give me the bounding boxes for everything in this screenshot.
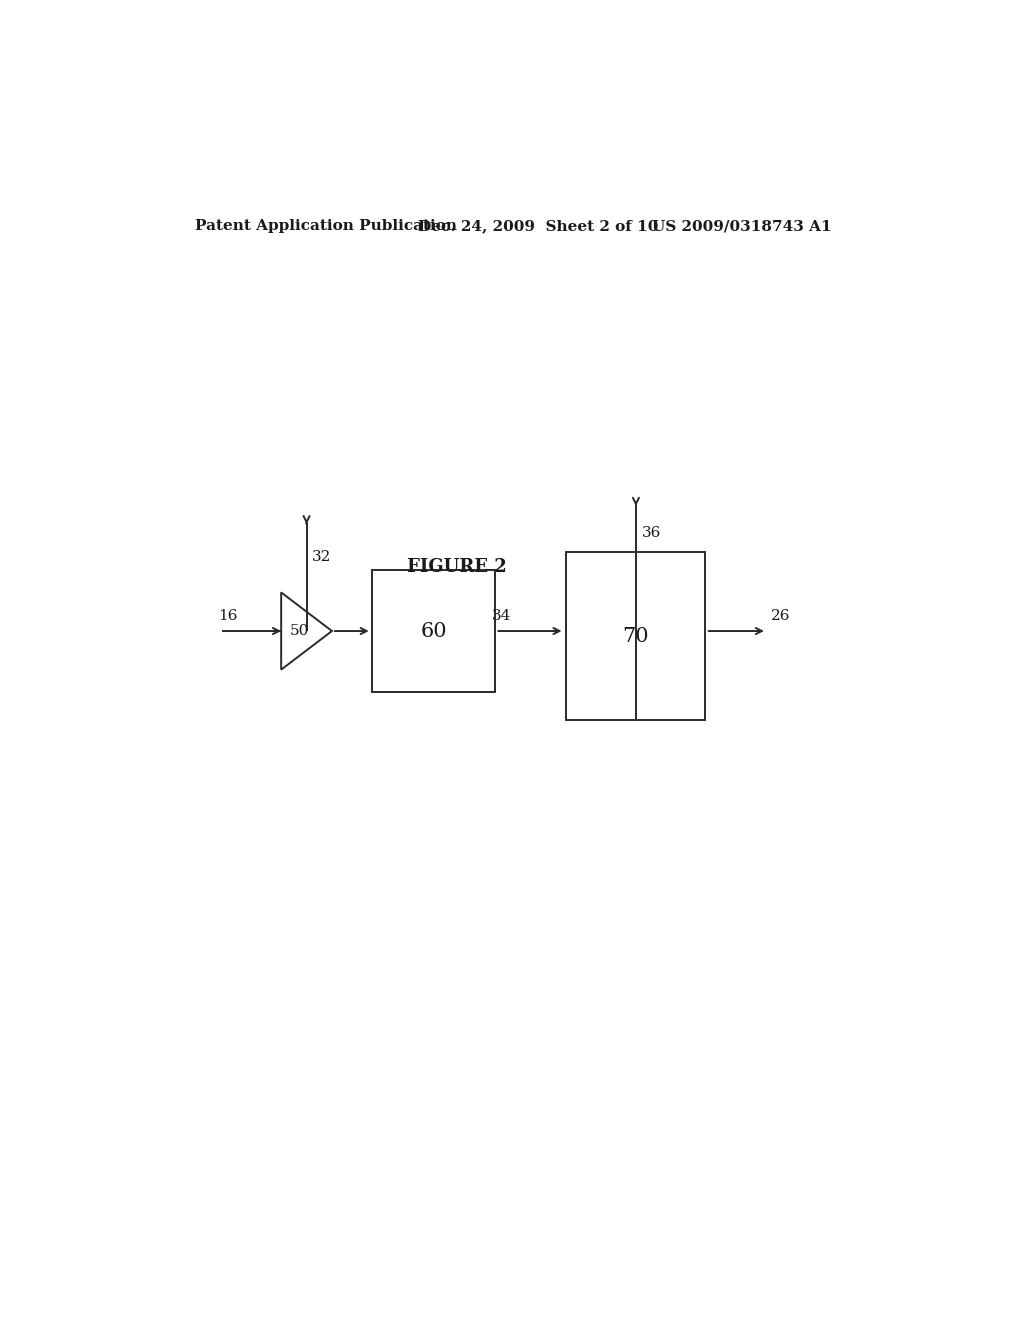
Text: FIGURE 2: FIGURE 2 (408, 558, 507, 576)
Text: Patent Application Publication: Patent Application Publication (196, 219, 458, 234)
Bar (372, 570, 495, 692)
Text: US 2009/0318743 A1: US 2009/0318743 A1 (652, 219, 831, 234)
Text: 16: 16 (218, 609, 238, 623)
Bar (566, 552, 706, 719)
Text: 36: 36 (641, 527, 660, 540)
Polygon shape (282, 593, 332, 669)
Text: 26: 26 (771, 609, 791, 623)
Text: 50: 50 (289, 624, 308, 638)
Text: 60: 60 (420, 622, 446, 640)
Text: 32: 32 (312, 549, 332, 564)
Text: 70: 70 (623, 627, 649, 645)
Text: Dec. 24, 2009  Sheet 2 of 10: Dec. 24, 2009 Sheet 2 of 10 (418, 219, 658, 234)
Text: 34: 34 (492, 609, 511, 623)
